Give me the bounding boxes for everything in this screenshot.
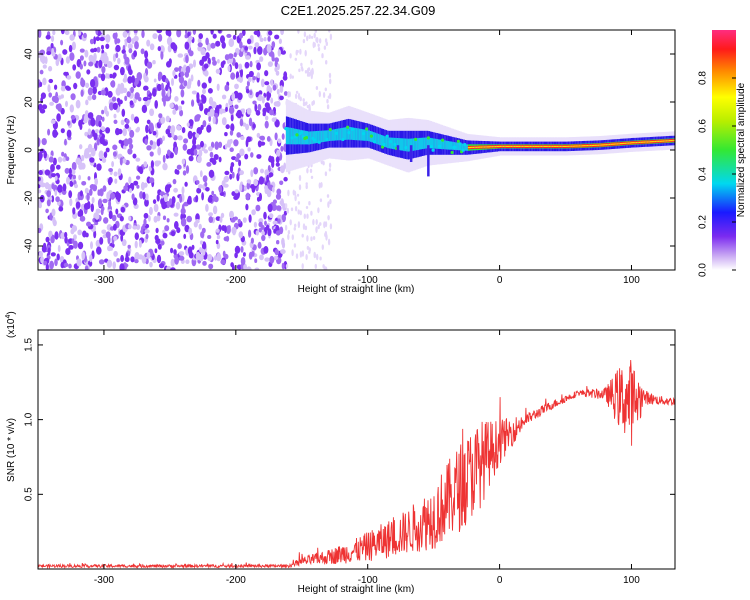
spectrogram-xtick-label: -200: [226, 275, 246, 286]
colorbar-tick-label: 0.6: [698, 119, 709, 133]
snr-xlabel: Height of straight line (km): [298, 584, 415, 595]
spectrogram-noise-dots: [38, 30, 333, 270]
spectrogram-ytick-label: 20: [24, 96, 35, 108]
snr-data: [38, 359, 675, 569]
spectrogram-xtick-label: -100: [358, 275, 378, 286]
snr-xtick-label: 100: [623, 575, 640, 586]
spectrogram-data: [38, 30, 675, 270]
colorbar-tick-label: 0.8: [698, 71, 709, 85]
spectrogram-xtick-label: 0: [497, 275, 503, 286]
snr-ytick-label: 1.0: [24, 412, 35, 426]
snr-scale-label: (x104): [5, 311, 17, 338]
spectrogram-ylabel: Frequency (Hz): [6, 116, 17, 185]
snr-plot: -300 -200 -100 0 100 0.5 1.0 1.5 Height of stra…: [5, 311, 676, 595]
spectrogram-xlabel: Height of straight line (km): [298, 284, 415, 295]
spectrogram-ytick-label: -40: [24, 238, 35, 253]
colorbar-label: Normalized spectral amplitude: [736, 82, 747, 217]
spectrogram-xtick-label: 100: [623, 275, 640, 286]
snr-xtick-label: -100: [358, 575, 378, 586]
spectrogram-ytick-label: -20: [24, 190, 35, 205]
snr-ytick-label: 1.5: [24, 338, 35, 352]
snr-ytick-label: 0.5: [24, 487, 35, 501]
colorbar-tick-label: 0.4: [698, 167, 709, 181]
colorbar-ticks: 0.0 0.2 0.4 0.6 0.8: [698, 71, 736, 277]
colorbar-tick-label: 0.0: [698, 263, 709, 277]
spectrogram-ytick-label: 0: [24, 147, 35, 153]
snr-xtick-label: -200: [226, 575, 246, 586]
snr-frame: [37, 329, 676, 570]
snr-xtick-label: 0: [497, 575, 503, 586]
spectrogram-ytick-label: 40: [24, 48, 35, 60]
snr-ylabel: SNR (10 * v/v): [6, 418, 17, 482]
snr-ticks: -300 -200 -100 0 100 0.5 1.0 1.5: [24, 330, 675, 586]
snr-series-line: [38, 359, 675, 569]
snr-xtick-label: -300: [94, 575, 114, 586]
chart-title: C2E1.2025.257.22.34.G09: [280, 3, 436, 18]
spectrogram-xtick-label: -300: [94, 275, 114, 286]
colorbar-gradient: [712, 30, 736, 270]
spectrogram-signal-band: [284, 99, 675, 177]
colorbar: 0.0 0.2 0.4 0.6 0.8 Normalized spectral ampl…: [698, 30, 747, 277]
colorbar-tick-label: 0.2: [698, 215, 709, 229]
